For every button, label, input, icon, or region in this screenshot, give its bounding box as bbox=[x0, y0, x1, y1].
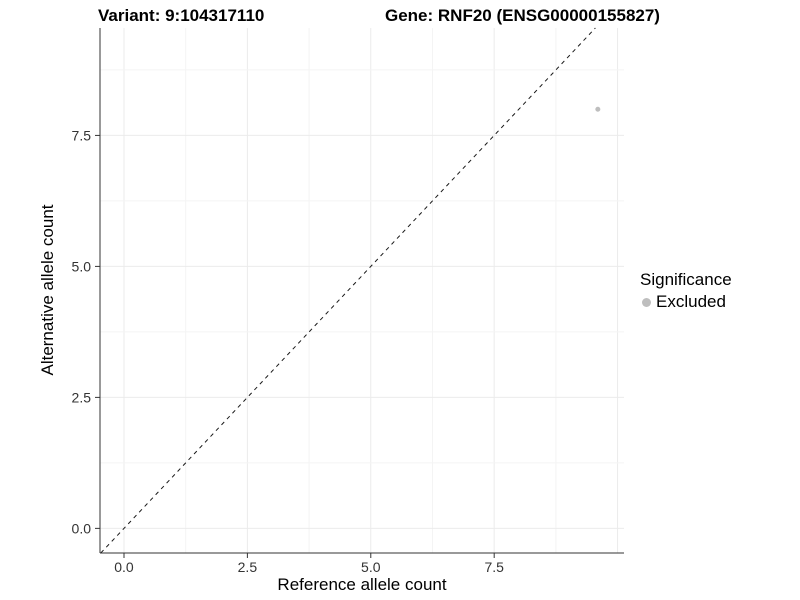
y-tick-label: 5.0 bbox=[72, 258, 92, 274]
identity-reference-line bbox=[100, 27, 596, 554]
x-axis-title: Reference allele count bbox=[277, 575, 447, 594]
legend-items: Excluded bbox=[640, 292, 732, 312]
x-tick-label: 0.0 bbox=[114, 559, 134, 575]
variant-title: Variant: 9:104317110 bbox=[98, 6, 265, 25]
legend-item-label: Excluded bbox=[656, 292, 726, 311]
x-tick-label: 7.5 bbox=[484, 559, 504, 575]
data-point-excluded bbox=[595, 106, 601, 112]
y-axis-title: Alternative allele count bbox=[38, 204, 57, 376]
legend: Significance Excluded bbox=[640, 270, 732, 312]
y-tick-label: 2.5 bbox=[72, 389, 92, 405]
legend-title: Significance bbox=[640, 270, 732, 289]
legend-item: Excluded bbox=[640, 292, 732, 312]
y-tick-label: 0.0 bbox=[72, 520, 92, 536]
legend-key-dot-icon bbox=[642, 297, 651, 307]
gene-title: Gene: RNF20 (ENSG00000155827) bbox=[385, 6, 660, 25]
x-tick-label: 5.0 bbox=[361, 559, 381, 575]
x-tick-label: 2.5 bbox=[238, 559, 258, 575]
y-tick-label: 7.5 bbox=[72, 127, 92, 143]
